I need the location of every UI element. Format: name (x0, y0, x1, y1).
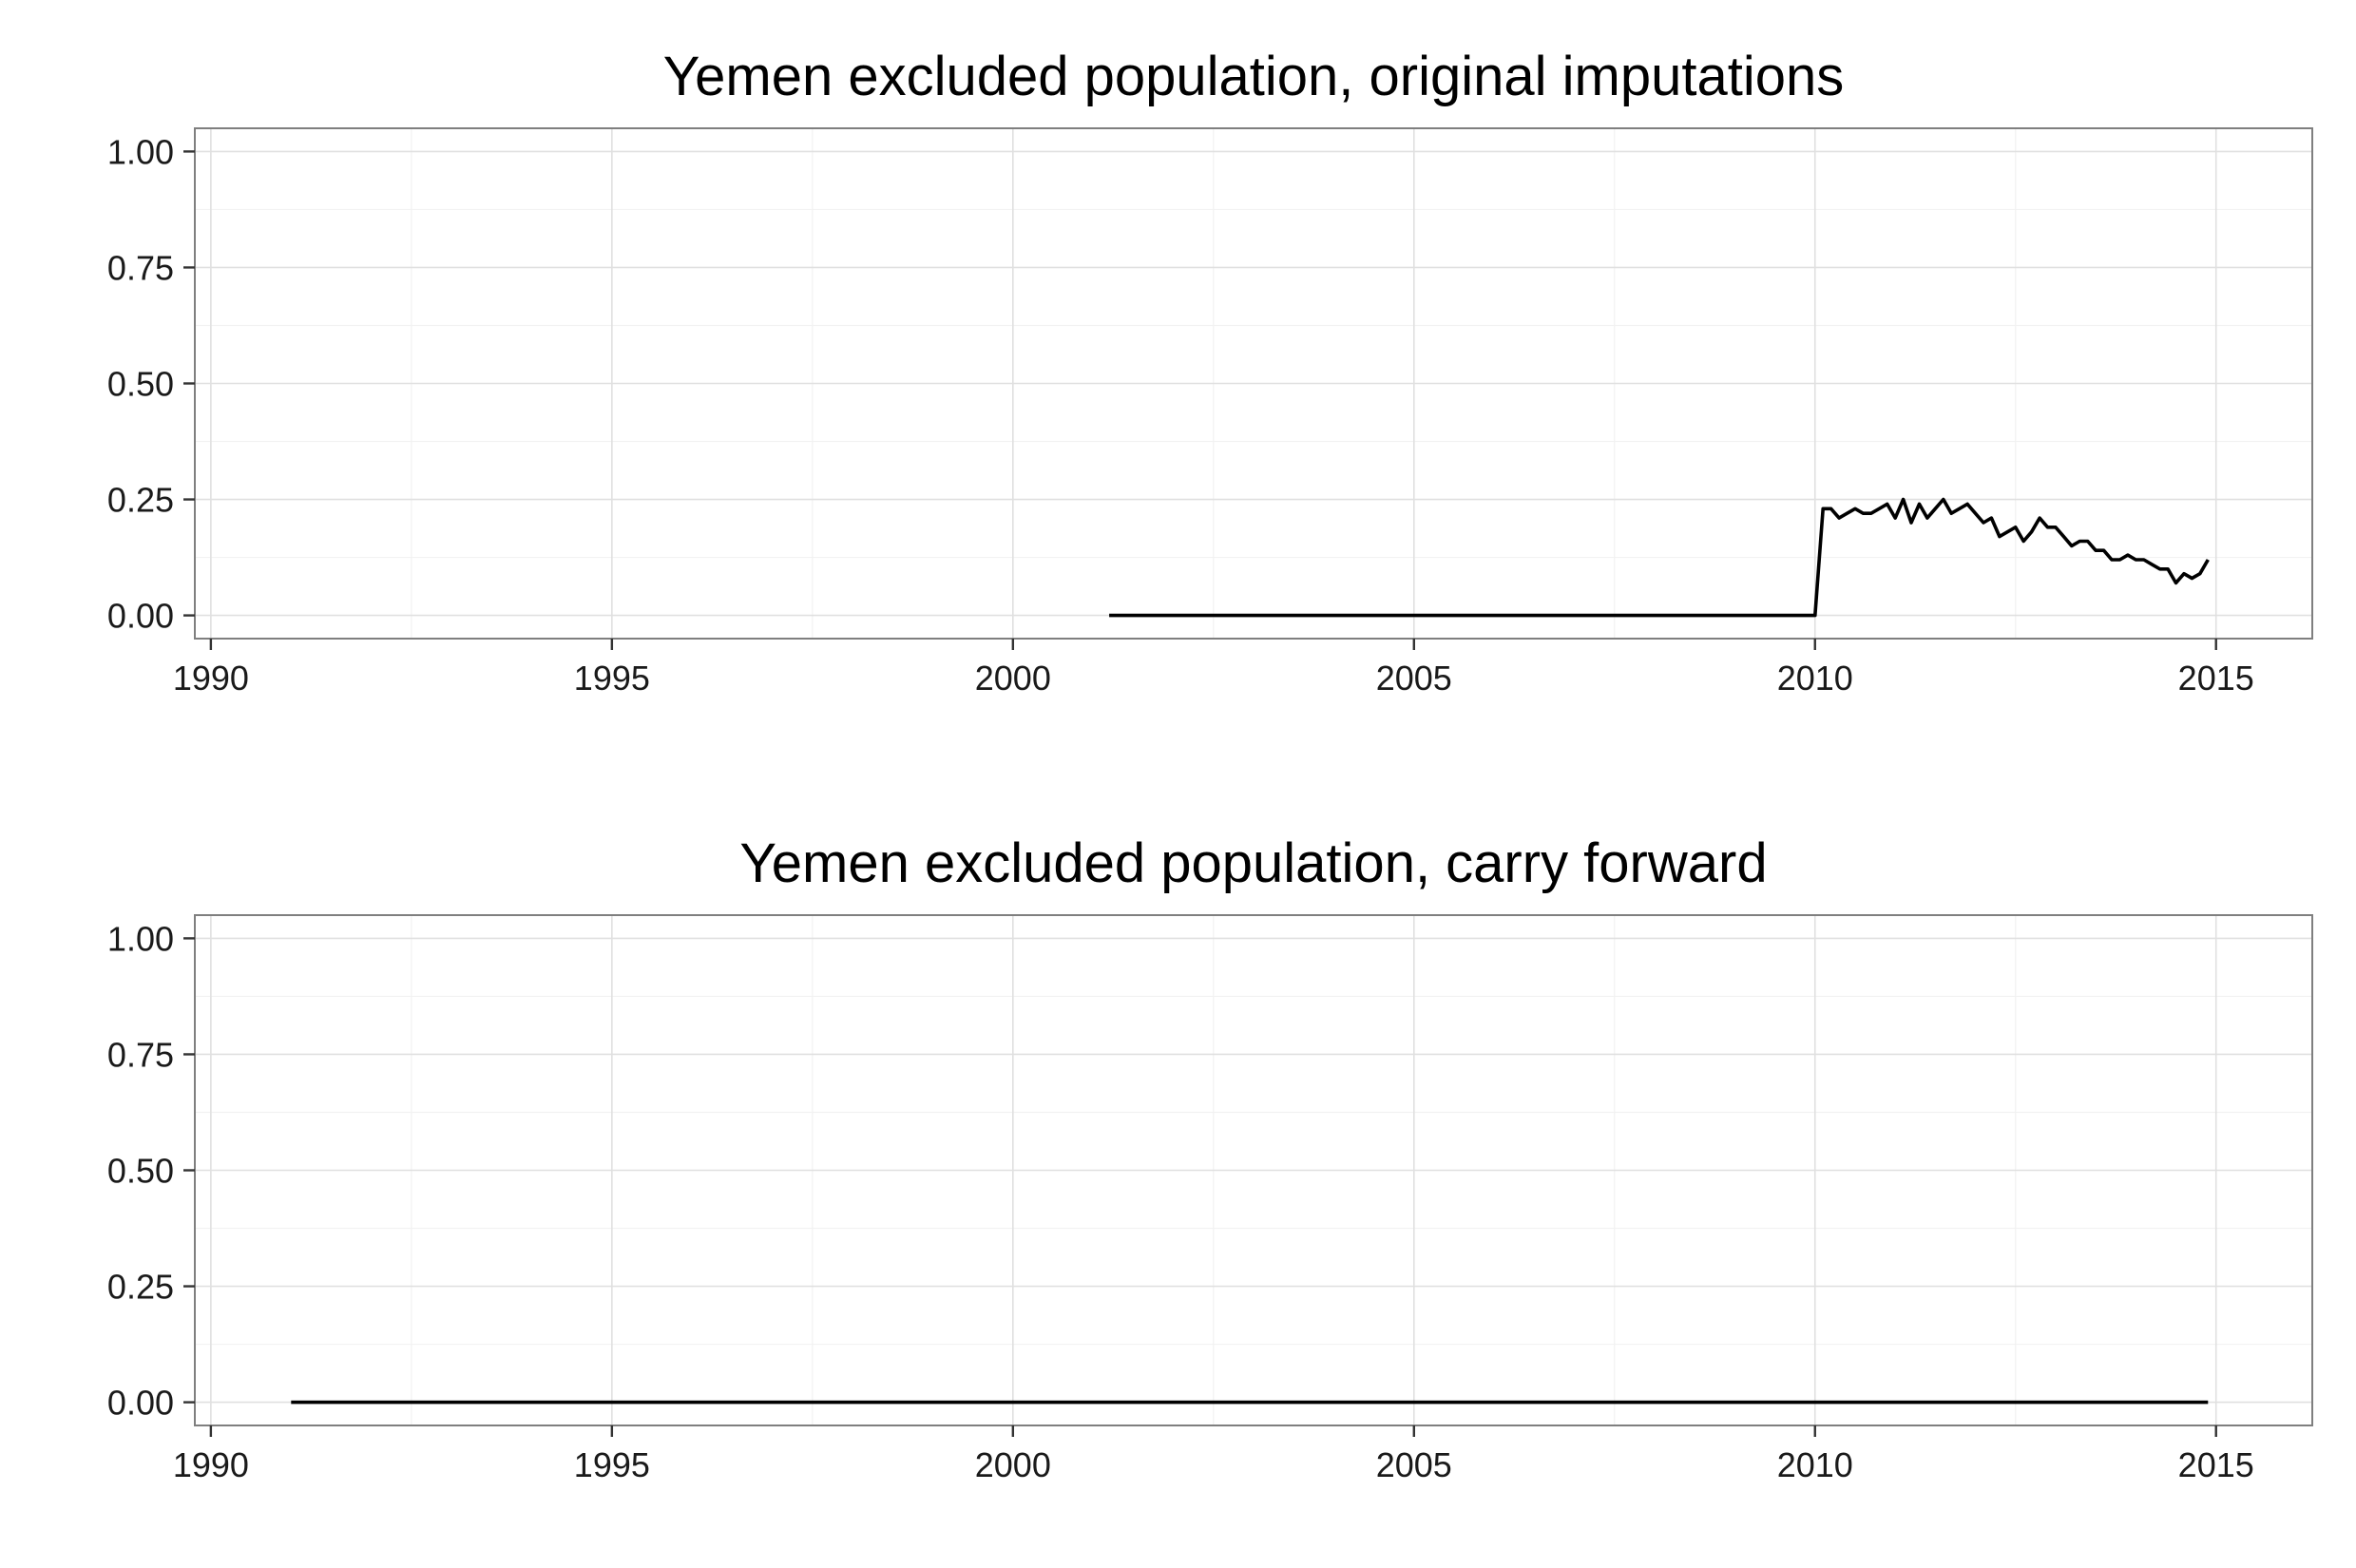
chart-panel-2: Yemen excluded population, carry forward… (107, 832, 2313, 1484)
x-tick-label: 2010 (1777, 1445, 1853, 1484)
x-tick-label: 1990 (173, 659, 249, 698)
x-tick-label: 2000 (975, 1445, 1051, 1484)
y-tick-label: 0.50 (107, 1152, 174, 1191)
x-tick-label: 2005 (1376, 659, 1452, 698)
y-tick-label: 0.25 (107, 481, 174, 520)
y-tick-label: 0.25 (107, 1268, 174, 1307)
y-tick-label: 0.00 (107, 597, 174, 636)
chart-title: Yemen excluded population, carry forward (739, 832, 1767, 894)
x-tick-label: 1995 (574, 659, 650, 698)
x-tick-label: 2015 (2178, 659, 2254, 698)
x-tick-label: 1990 (173, 1445, 249, 1484)
x-tick-label: 2000 (975, 659, 1051, 698)
chart-panel-1: Yemen excluded population, original impu… (107, 46, 2313, 698)
y-tick-label: 0.75 (107, 248, 174, 287)
series-line-1 (1109, 497, 2210, 618)
x-tick-label: 2010 (1777, 659, 1853, 698)
chart-title: Yemen excluded population, original impu… (663, 46, 1844, 107)
x-tick-label: 2005 (1376, 1445, 1452, 1484)
y-tick-label: 1.00 (107, 919, 174, 958)
y-tick-label: 0.50 (107, 365, 174, 404)
y-tick-label: 0.00 (107, 1384, 174, 1423)
x-tick-label: 2015 (2178, 1445, 2254, 1484)
y-tick-label: 1.00 (107, 132, 174, 171)
x-tick-label: 1995 (574, 1445, 650, 1484)
y-tick-label: 0.75 (107, 1035, 174, 1074)
